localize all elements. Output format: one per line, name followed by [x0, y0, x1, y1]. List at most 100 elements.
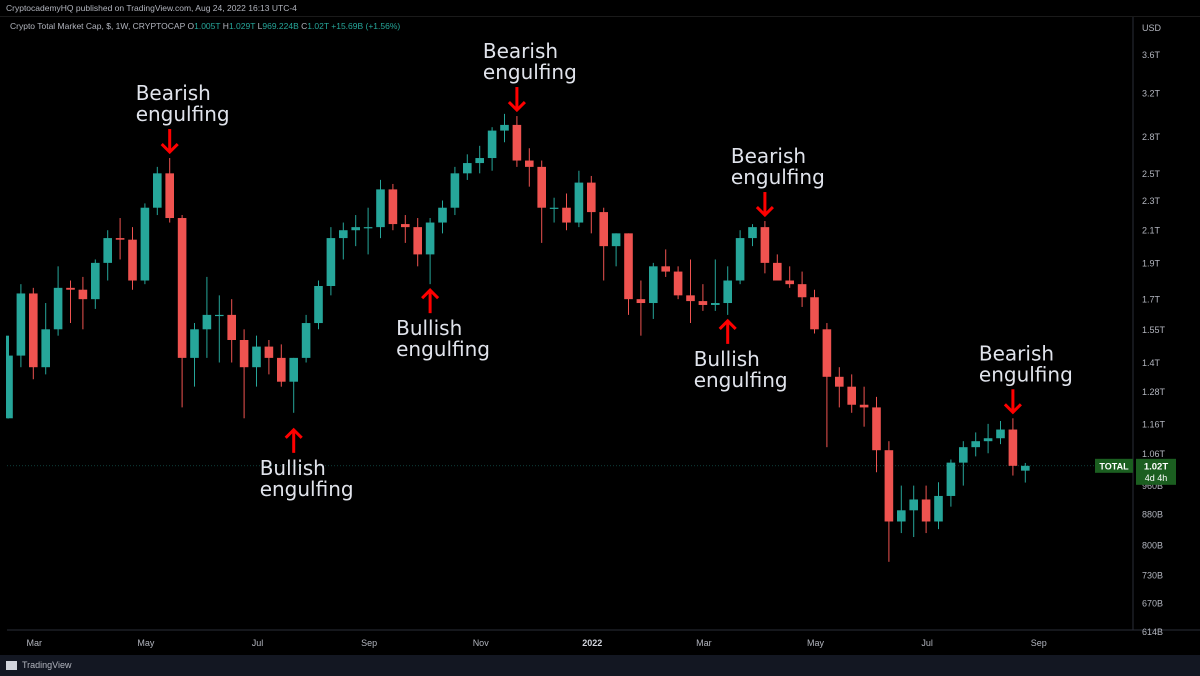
price-axis-unit: USD — [1142, 23, 1162, 33]
ohlc-high-label: H — [222, 21, 229, 31]
price-tick-label: 2.3T — [1142, 196, 1161, 206]
candle-body — [450, 173, 460, 208]
candle-body — [946, 462, 956, 496]
candle-body — [326, 238, 336, 286]
ohlc-open: 1.005T — [194, 21, 221, 31]
candle-body — [16, 293, 26, 356]
candle-body — [41, 329, 50, 368]
annotation-text: engulfing — [731, 165, 825, 189]
publisher-bar: CryptocademyHQ published on TradingView.… — [0, 0, 1200, 17]
price-tick-label: 614B — [1142, 627, 1163, 637]
candle-body — [202, 314, 212, 330]
candle-body — [388, 189, 398, 225]
candle-body — [264, 346, 274, 358]
arrow-down-icon — [160, 142, 179, 155]
candle-body — [7, 355, 13, 419]
candle-body — [351, 227, 360, 231]
candle-body — [190, 329, 199, 358]
candle-body — [487, 130, 497, 159]
arrow-down-icon — [1003, 403, 1022, 415]
annotation-text: engulfing — [694, 368, 788, 392]
time-tick-label: Jul — [252, 638, 264, 648]
price-tick-label: 1.7T — [1142, 295, 1161, 305]
candle-body — [475, 158, 484, 164]
symbol-title: Crypto Total Market Cap, $, 1W, CRYPTOCA… — [10, 21, 186, 31]
candle-body — [29, 293, 38, 368]
time-tick-label: 2022 — [582, 638, 602, 648]
time-tick-label: Sep — [1031, 638, 1047, 648]
last-price-value: 1.02T — [1144, 461, 1168, 472]
annotation-text: Bullish — [396, 316, 462, 340]
candle-body — [425, 222, 435, 255]
price-tick-label: 800B — [1142, 541, 1163, 551]
last-price-badge — [1136, 458, 1176, 485]
candle-body — [959, 447, 968, 463]
price-tick-label: 1.06T — [1142, 449, 1166, 459]
candle-body — [897, 510, 906, 522]
price-tick-label: 1.4T — [1142, 358, 1161, 368]
candle-body — [177, 218, 187, 358]
candle-body — [53, 287, 63, 330]
candle-body — [760, 227, 770, 263]
candle-body — [673, 271, 683, 296]
bar-countdown: 4d 4h — [1145, 473, 1168, 483]
candle-body — [239, 339, 249, 368]
annotation-text: Bearish — [483, 39, 558, 63]
candle-body — [1021, 465, 1030, 471]
price-chart[interactable]: USD 3.6T 3.2T 2.8T 2.5T 2.3T 2.1T 1.9T 1.7T 1.55T… — [0, 0, 1200, 655]
candle-body — [636, 299, 646, 304]
candle-body — [797, 284, 807, 298]
candle-body — [153, 173, 162, 208]
price-tick-label: 3.2T — [1142, 88, 1161, 98]
price-tick-label: 1.55T — [1142, 325, 1166, 335]
time-tick-label: Sep — [361, 638, 377, 648]
time-tick-label: May — [807, 638, 825, 648]
ohlc-close: 1.02T — [307, 21, 329, 31]
candle-body — [1008, 429, 1018, 466]
candle-body — [91, 262, 100, 300]
price-tick-label: 960B — [1142, 481, 1163, 491]
candle-body — [872, 407, 881, 451]
tradingview-logo-icon — [6, 661, 17, 670]
price-tick-label: 2.8T — [1142, 132, 1161, 142]
price-tick-label: 880B — [1142, 509, 1163, 519]
annotation-text: engulfing — [483, 60, 577, 84]
annotation-text: Bearish — [979, 341, 1054, 365]
candle-body — [140, 207, 150, 281]
candle-body — [934, 495, 943, 522]
price-tick-label: 730B — [1142, 570, 1163, 580]
footer-brand: TradingView — [22, 660, 72, 670]
candle-body — [500, 124, 509, 131]
candle-body — [376, 189, 385, 228]
publisher-text: CryptocademyHQ published on TradingView.… — [6, 3, 297, 13]
candle-body — [971, 441, 980, 448]
candle-body — [835, 376, 844, 387]
candle-body — [748, 227, 757, 239]
candle-body — [649, 266, 658, 304]
candle-body — [215, 314, 224, 317]
candle-body — [847, 386, 856, 405]
candle-body — [574, 182, 584, 223]
time-tick-label: Mar — [27, 638, 43, 648]
candle-body — [983, 438, 993, 442]
candle-body — [735, 238, 745, 281]
price-tick-label: 670B — [1142, 598, 1163, 608]
candle-body — [128, 239, 137, 281]
candle-body — [562, 207, 571, 223]
candle-body — [339, 230, 348, 239]
time-tick-label: Jul — [921, 638, 933, 648]
ohlc-change: +15.69B (+1.56%) — [331, 21, 401, 31]
price-tick-label: 2.1T — [1142, 226, 1161, 236]
annotation-text: Bearish — [731, 144, 806, 168]
price-tick-label: 2.5T — [1142, 169, 1161, 179]
arrow-down-icon — [755, 205, 774, 218]
ohlc-close-label: C — [301, 21, 308, 31]
time-tick-label: May — [137, 638, 155, 648]
candle-body — [252, 346, 261, 368]
arrow-up-icon — [421, 288, 440, 300]
annotation-text: engulfing — [979, 362, 1073, 386]
candle-body — [921, 499, 931, 522]
candle-body — [66, 287, 75, 290]
candle-body — [363, 227, 373, 229]
candle-body — [587, 182, 596, 213]
